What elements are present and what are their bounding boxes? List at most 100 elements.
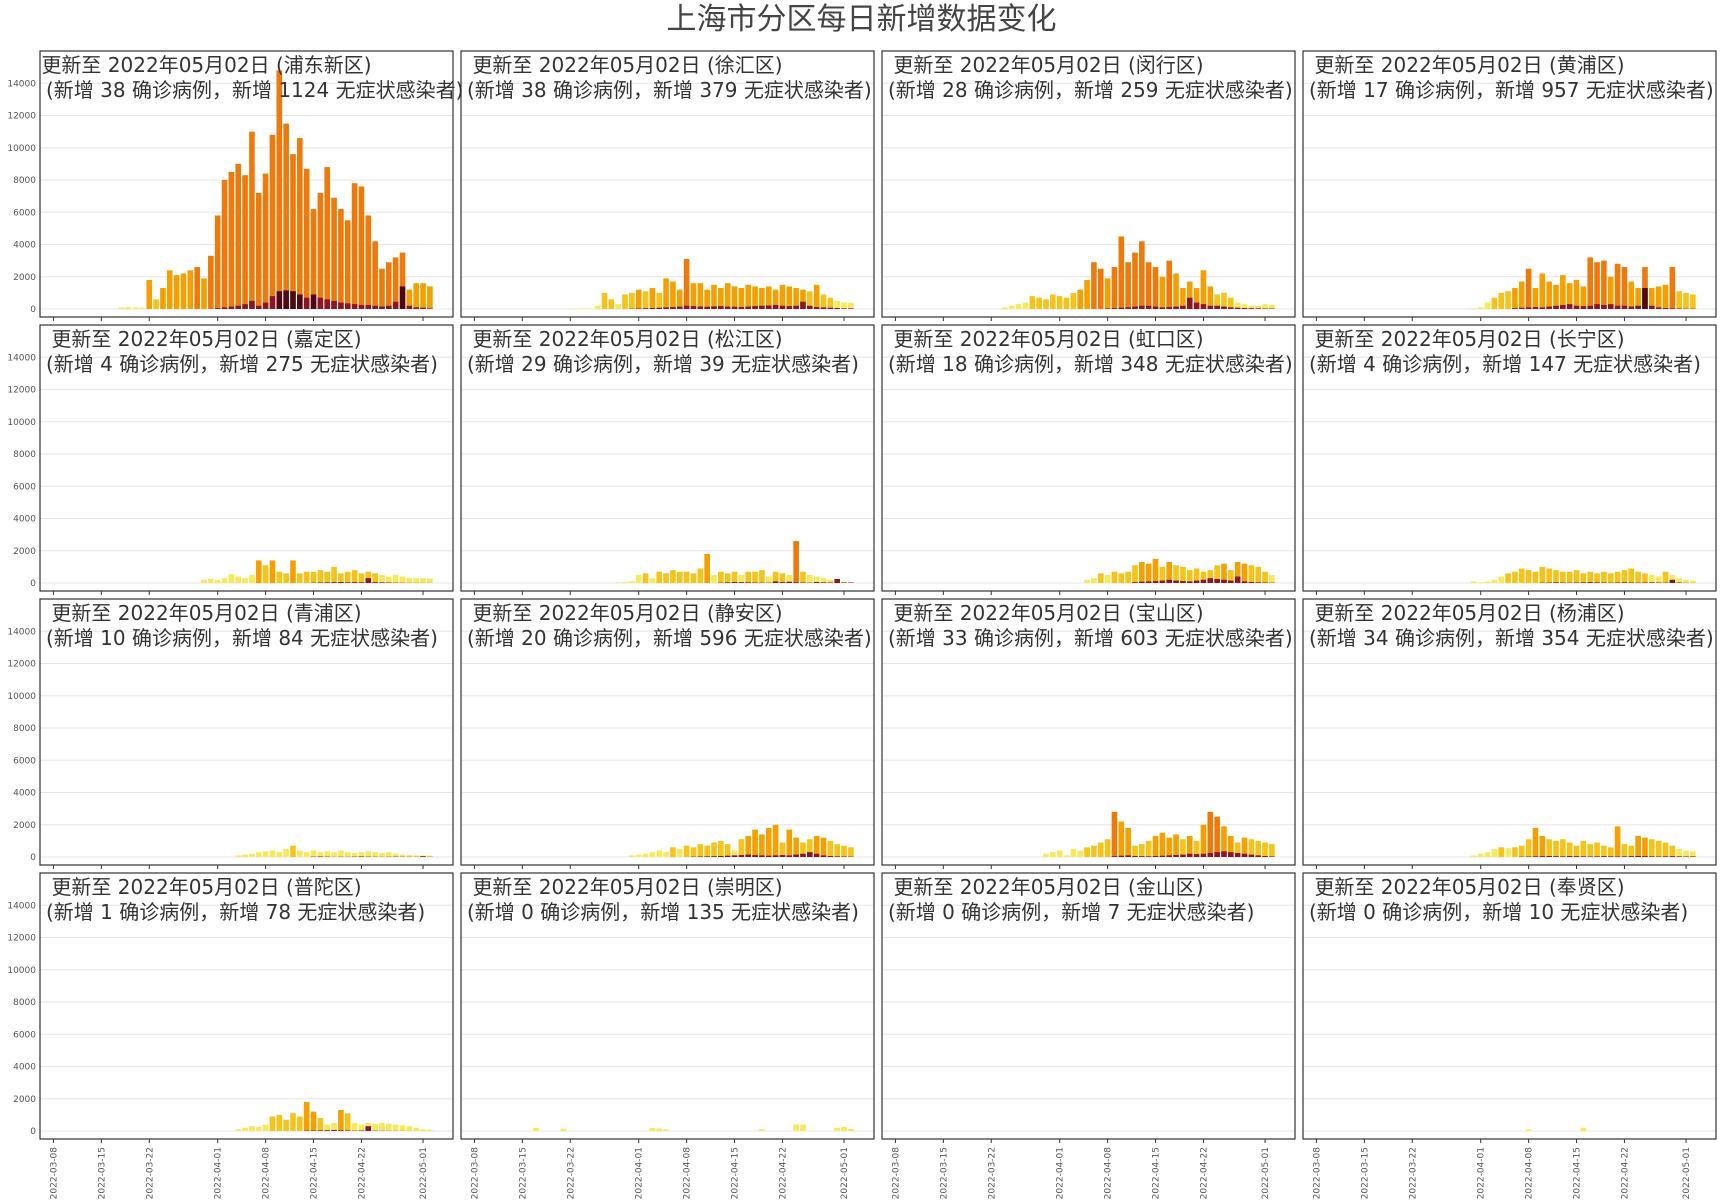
bar-asymptomatic [820,578,827,583]
bar-confirmed [642,308,649,309]
bar-confirmed [1601,304,1607,309]
bar-confirmed [1601,856,1607,857]
bar-asymptomatic [635,854,642,857]
bar-asymptomatic [827,579,834,583]
bar-asymptomatic [249,574,255,583]
y-tick-label: 6000 [13,756,36,766]
bar-asymptomatic [276,1114,283,1131]
bar-asymptomatic [235,1129,242,1131]
bar-confirmed [697,306,704,309]
bar-confirmed [358,304,365,309]
bar-asymptomatic [1200,270,1207,309]
bar-confirmed [786,581,793,583]
bar-asymptomatic [1539,273,1546,309]
bar-asymptomatic [392,1124,399,1131]
bar-confirmed [1186,297,1193,309]
bar-confirmed [1132,306,1138,309]
x-tick-label: 2022-05-01 [840,1147,850,1199]
bar-asymptomatic [1566,571,1573,583]
panel-4: 更新至 2022年05月02日 (黄浦区)(新增 17 确诊病例，新增 957 … [1302,50,1717,321]
bar-confirmed [1173,306,1179,309]
panel-title: 更新至 2022年05月02日 (宝山区) [893,601,1203,625]
bar-confirmed [1166,307,1173,309]
panel-13: 0 2000 4000 6000 8000 10000 12000 14000 2022-03-… [7,872,454,1199]
bar-confirmed [1566,304,1573,309]
bar-asymptomatic [711,574,717,583]
panel-frame [460,324,875,592]
bar-asymptomatic [331,197,337,309]
panel-frame [460,598,875,866]
bar-asymptomatic [392,853,399,857]
bar-asymptomatic [1477,853,1484,857]
bar-asymptomatic [1512,847,1518,857]
bar-asymptomatic [1269,574,1275,583]
bar-confirmed [1539,307,1546,309]
bar-confirmed [738,582,745,583]
bar-asymptomatic [779,284,786,309]
bar-asymptomatic [1207,811,1214,857]
bar-asymptomatic [1532,571,1539,583]
bar-asymptomatic [813,576,820,583]
bar-asymptomatic [1560,571,1566,583]
panel-title: 更新至 2022年05月02日 (青浦区) [51,601,361,625]
bar-confirmed [745,854,752,857]
bar-asymptomatic [793,541,799,583]
bar-asymptomatic [1022,302,1029,309]
panel-9: 0 2000 4000 6000 8000 10000 12000 14000 更新至 2022… [7,598,454,869]
panel-title: 更新至 2022年05月02日 (长宁区) [1314,327,1624,351]
bar-asymptomatic [1145,563,1152,583]
bar-asymptomatic [338,573,344,583]
bar-asymptomatic [793,288,799,309]
bar-asymptomatic [608,299,615,309]
bar-confirmed [1690,856,1696,857]
bar-asymptomatic [249,131,255,309]
bar-asymptomatic [560,1128,567,1131]
bar-confirmed [1221,306,1227,309]
bar-asymptomatic [379,574,385,583]
bar-asymptomatic [656,292,663,309]
bar-asymptomatic [303,852,310,857]
bar-confirmed [372,582,378,583]
bar-asymptomatic [255,192,262,309]
bar-asymptomatic [807,291,813,309]
bar-asymptomatic [1255,840,1262,857]
bar-asymptomatic [1214,294,1220,309]
bar-asymptomatic [1649,839,1655,857]
bar-asymptomatic [351,183,358,309]
bar-confirmed [1214,852,1220,857]
bar-asymptomatic [718,571,724,583]
bar-asymptomatic [1580,573,1587,583]
bar-confirmed [1228,307,1234,309]
bar-confirmed [1145,305,1152,309]
bar-confirmed [759,855,765,857]
bar-confirmed [324,1130,331,1131]
bar-confirmed [1649,305,1655,309]
bar-asymptomatic [1166,260,1173,309]
bar-confirmed [1539,856,1546,857]
bar-asymptomatic [1234,562,1241,583]
bar-asymptomatic [1186,570,1193,583]
panel-5: 0 2000 4000 6000 8000 10000 12000 14000 更新至 2022… [7,324,454,595]
x-tick-label: 2022-04-15 [1152,1147,1162,1199]
bar-confirmed [1594,582,1600,583]
bar-asymptomatic [656,1128,663,1131]
bar-asymptomatic [1525,839,1532,857]
panel-15: 2022-03-08 2022-03-15 2022-03-22 2022-04-01… [881,872,1296,1200]
x-tick-label: 2022-03-08 [891,1147,901,1200]
bar-confirmed [683,305,690,309]
bar-asymptomatic [331,566,337,583]
bar-confirmed [690,306,697,309]
bar-asymptomatic [629,855,635,857]
bar-asymptomatic [1262,842,1268,857]
panel-title: 更新至 2022年05月02日 (浦东新区) [41,53,371,77]
y-tick-label: 8000 [13,450,36,460]
panel-subtitle: (新增 38 确诊病例，新增 1124 无症状感染者) [46,78,463,102]
bar-asymptomatic [1145,262,1152,309]
bar-asymptomatic [1471,581,1477,583]
bar-asymptomatic [1683,579,1689,583]
bar-confirmed [1200,579,1207,583]
bar-confirmed [752,306,758,309]
bar-confirmed [656,307,663,309]
bar-asymptomatic [427,578,433,583]
bar-asymptomatic [1132,565,1138,583]
